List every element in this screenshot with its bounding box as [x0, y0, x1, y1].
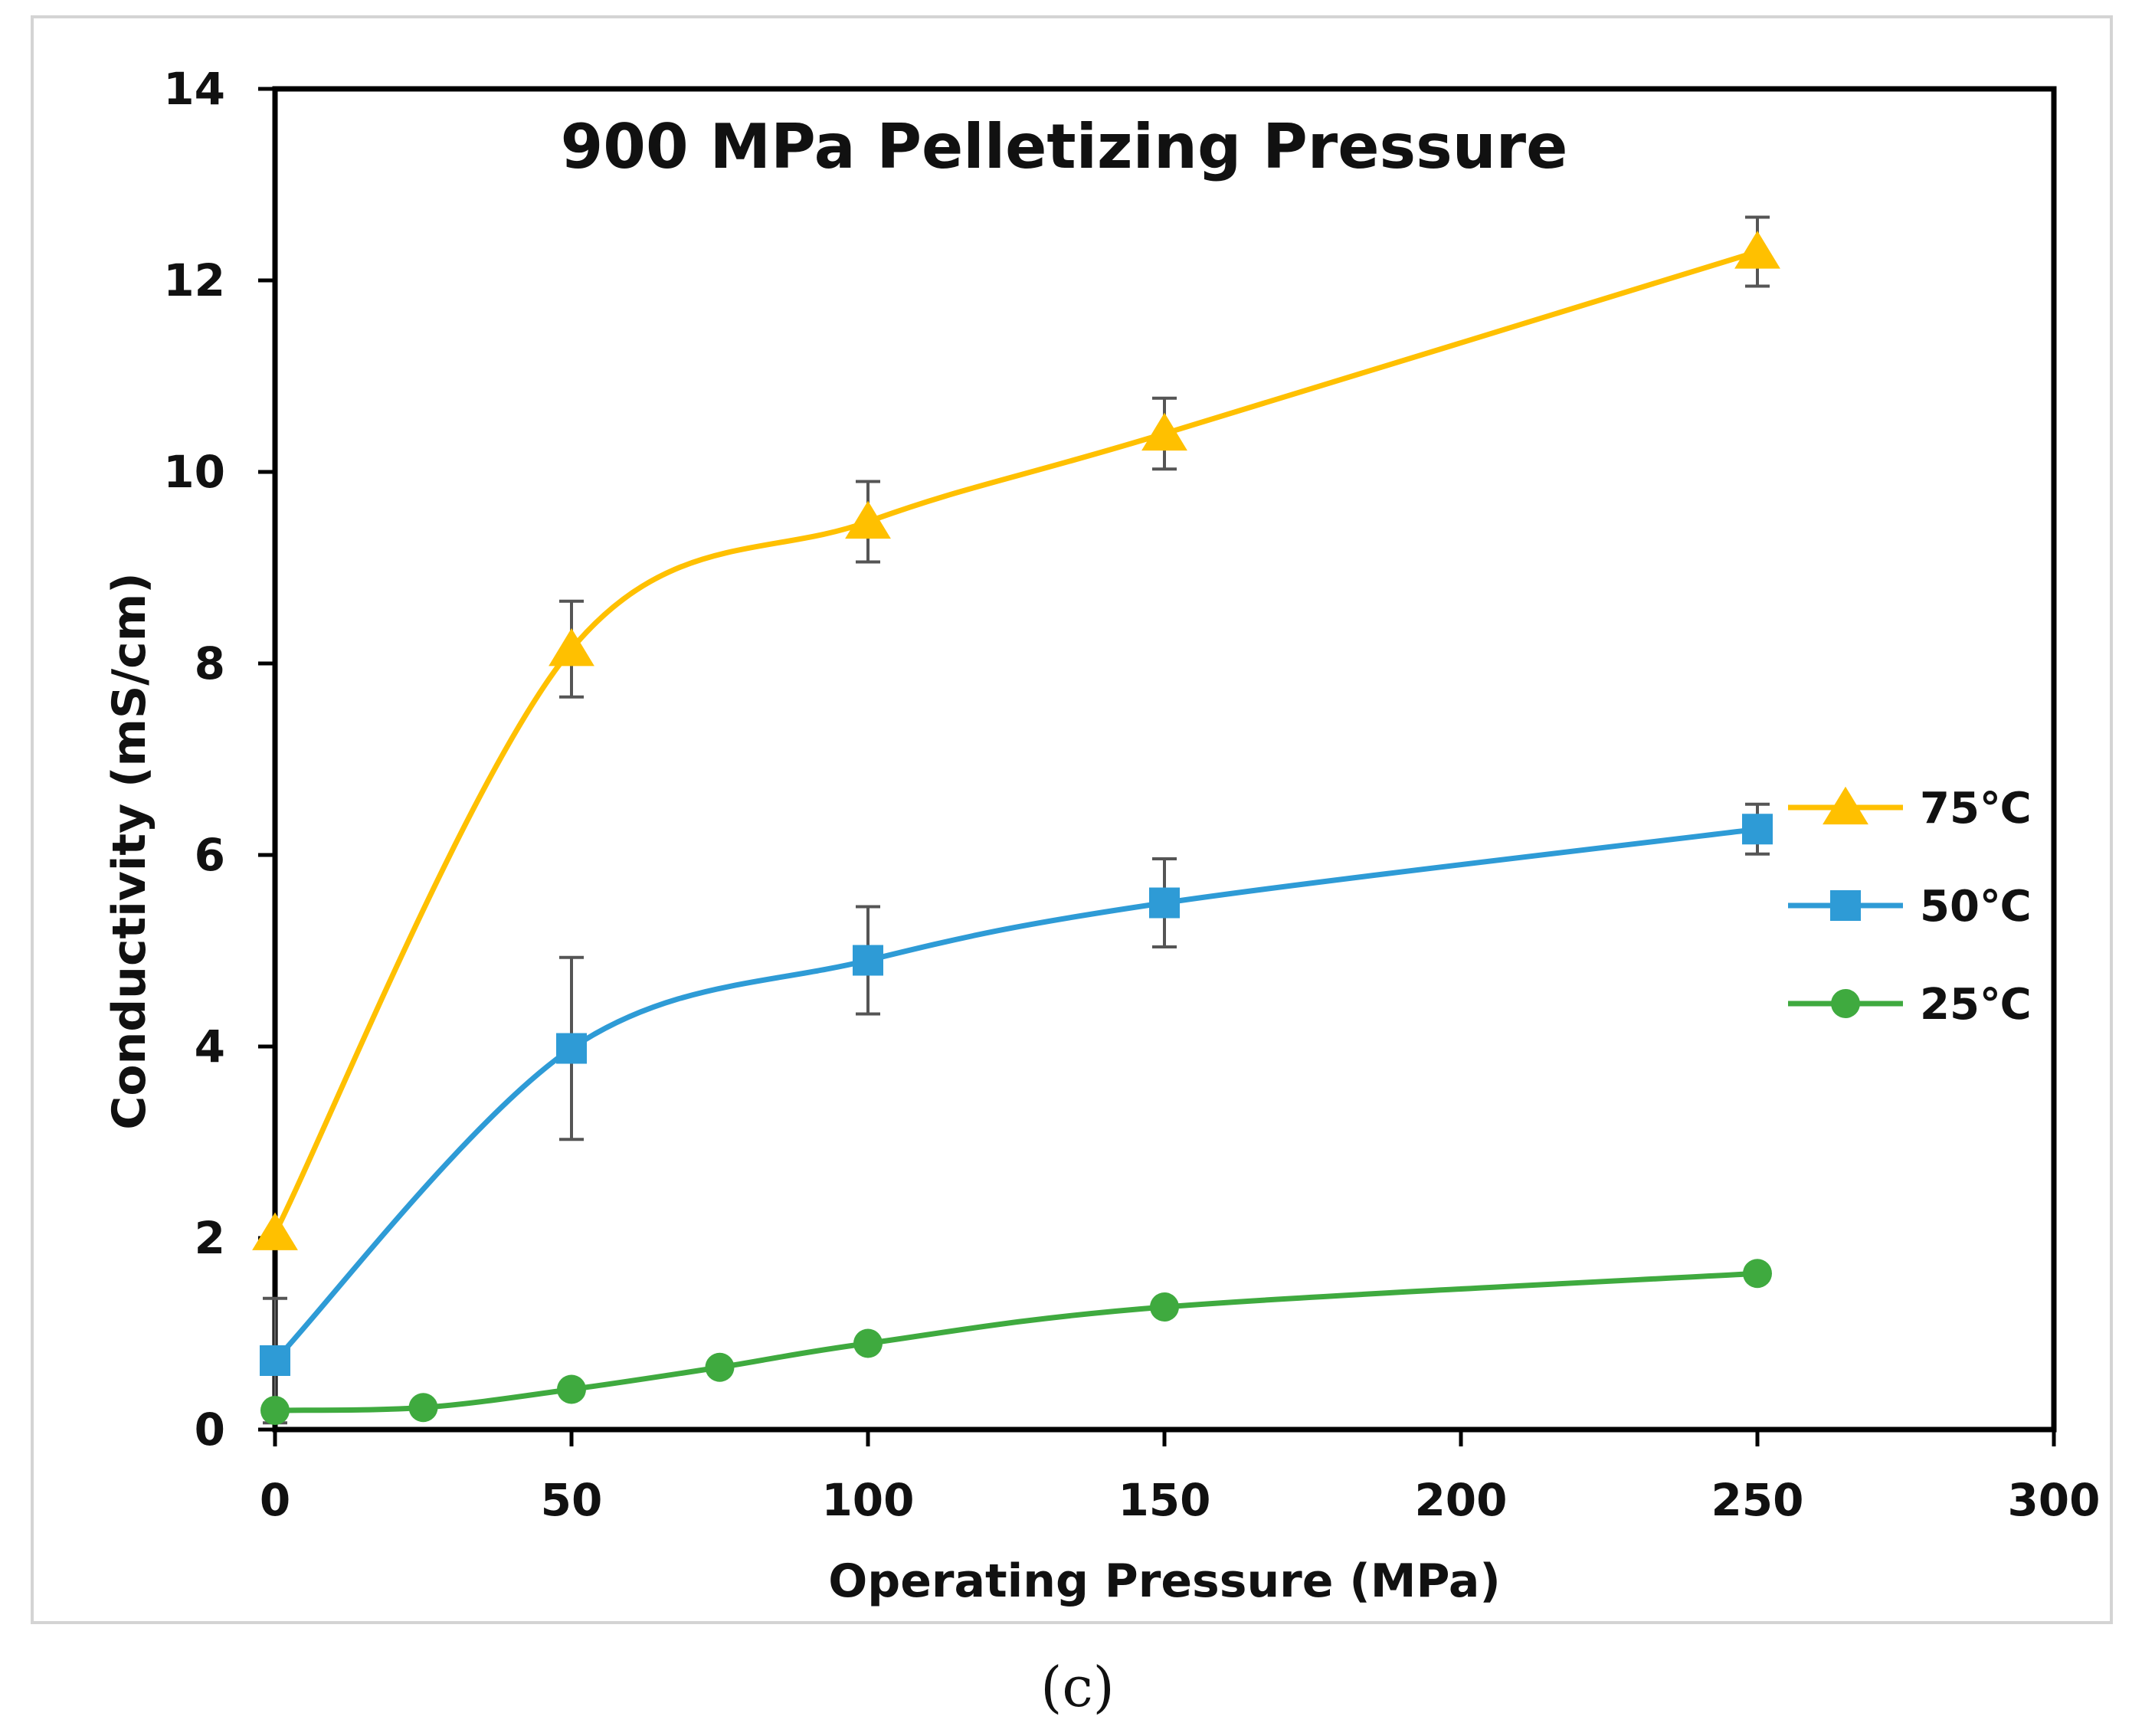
data-point: [1742, 814, 1773, 845]
chart: 0 50 100 150 200 250 300 0 2 4 6 8 10 12 14 75℃ 50℃ 25℃…: [103, 63, 2101, 1608]
y-tick-label: 6: [195, 829, 225, 881]
y-tick-label: 10: [163, 446, 225, 498]
data-point: [557, 1374, 586, 1404]
data-point: [853, 1328, 883, 1358]
data-point: [1149, 887, 1180, 919]
figure-caption: (c): [1040, 1655, 1115, 1719]
y-tick-label: 8: [195, 637, 225, 689]
chart-frame: 0 50 100 150 200 250 300 0 2 4 6 8 10 12 14 75℃ 50℃ 25℃…: [31, 15, 2113, 1624]
x-tick-label: 300: [2007, 1474, 2100, 1526]
series-line: [272, 1270, 1760, 1413]
x-tick-label: 200: [1414, 1474, 1507, 1526]
legend-marker: [1823, 786, 1868, 825]
x-tick-label: 0: [260, 1474, 290, 1526]
x-tick-label: 100: [821, 1474, 914, 1526]
legend-marker: [1830, 890, 1861, 921]
data-point: [1734, 231, 1780, 269]
data-point: [705, 1352, 735, 1382]
y-tick-label: 12: [163, 254, 225, 306]
data-point: [1141, 412, 1187, 451]
data-point: [260, 1345, 290, 1376]
legend-label: 75℃: [1920, 784, 2032, 834]
y-tick-label: 4: [195, 1020, 225, 1073]
x-axis: 0 50 100 150 200 250 300: [260, 1430, 2101, 1526]
x-tick-label: 250: [1711, 1474, 1803, 1526]
x-axis-label: Operating Pressure (MPa): [828, 1554, 1501, 1608]
legend: 75℃ 50℃ 25℃: [1788, 784, 2032, 1030]
y-tick-label: 14: [163, 63, 225, 115]
y-axis: 0 2 4 6 8 10 12 14: [163, 63, 275, 1456]
x-tick-label: 50: [541, 1474, 603, 1526]
data-point: [556, 1033, 587, 1064]
y-tick-label: 0: [195, 1404, 225, 1456]
legend-label: 25℃: [1920, 980, 2032, 1030]
data-point: [845, 500, 891, 539]
y-tick-label: 2: [195, 1212, 225, 1264]
data-point: [252, 1212, 298, 1250]
data-point: [1743, 1259, 1772, 1289]
series-3: [260, 1259, 1772, 1425]
y-axis-label: Conductivity (mS/cm): [103, 572, 156, 1129]
legend-item: 50℃: [1788, 882, 2032, 932]
data-point: [853, 945, 883, 976]
data-point: [408, 1393, 438, 1423]
legend-item: 25℃: [1788, 980, 2032, 1030]
series-group: [252, 215, 1780, 1425]
chart-title: 900 MPa Pelletizing Pressure: [561, 111, 1568, 182]
legend-item: 75℃: [1788, 784, 2032, 834]
legend-marker: [1831, 989, 1860, 1018]
data-point: [549, 627, 594, 667]
series-1: [252, 215, 1780, 1250]
data-point: [1150, 1292, 1179, 1322]
data-point: [260, 1396, 290, 1425]
plot-area: [272, 86, 2057, 1433]
legend-label: 50℃: [1920, 882, 2032, 932]
x-tick-label: 150: [1118, 1474, 1210, 1526]
series-2: [260, 802, 1773, 1425]
